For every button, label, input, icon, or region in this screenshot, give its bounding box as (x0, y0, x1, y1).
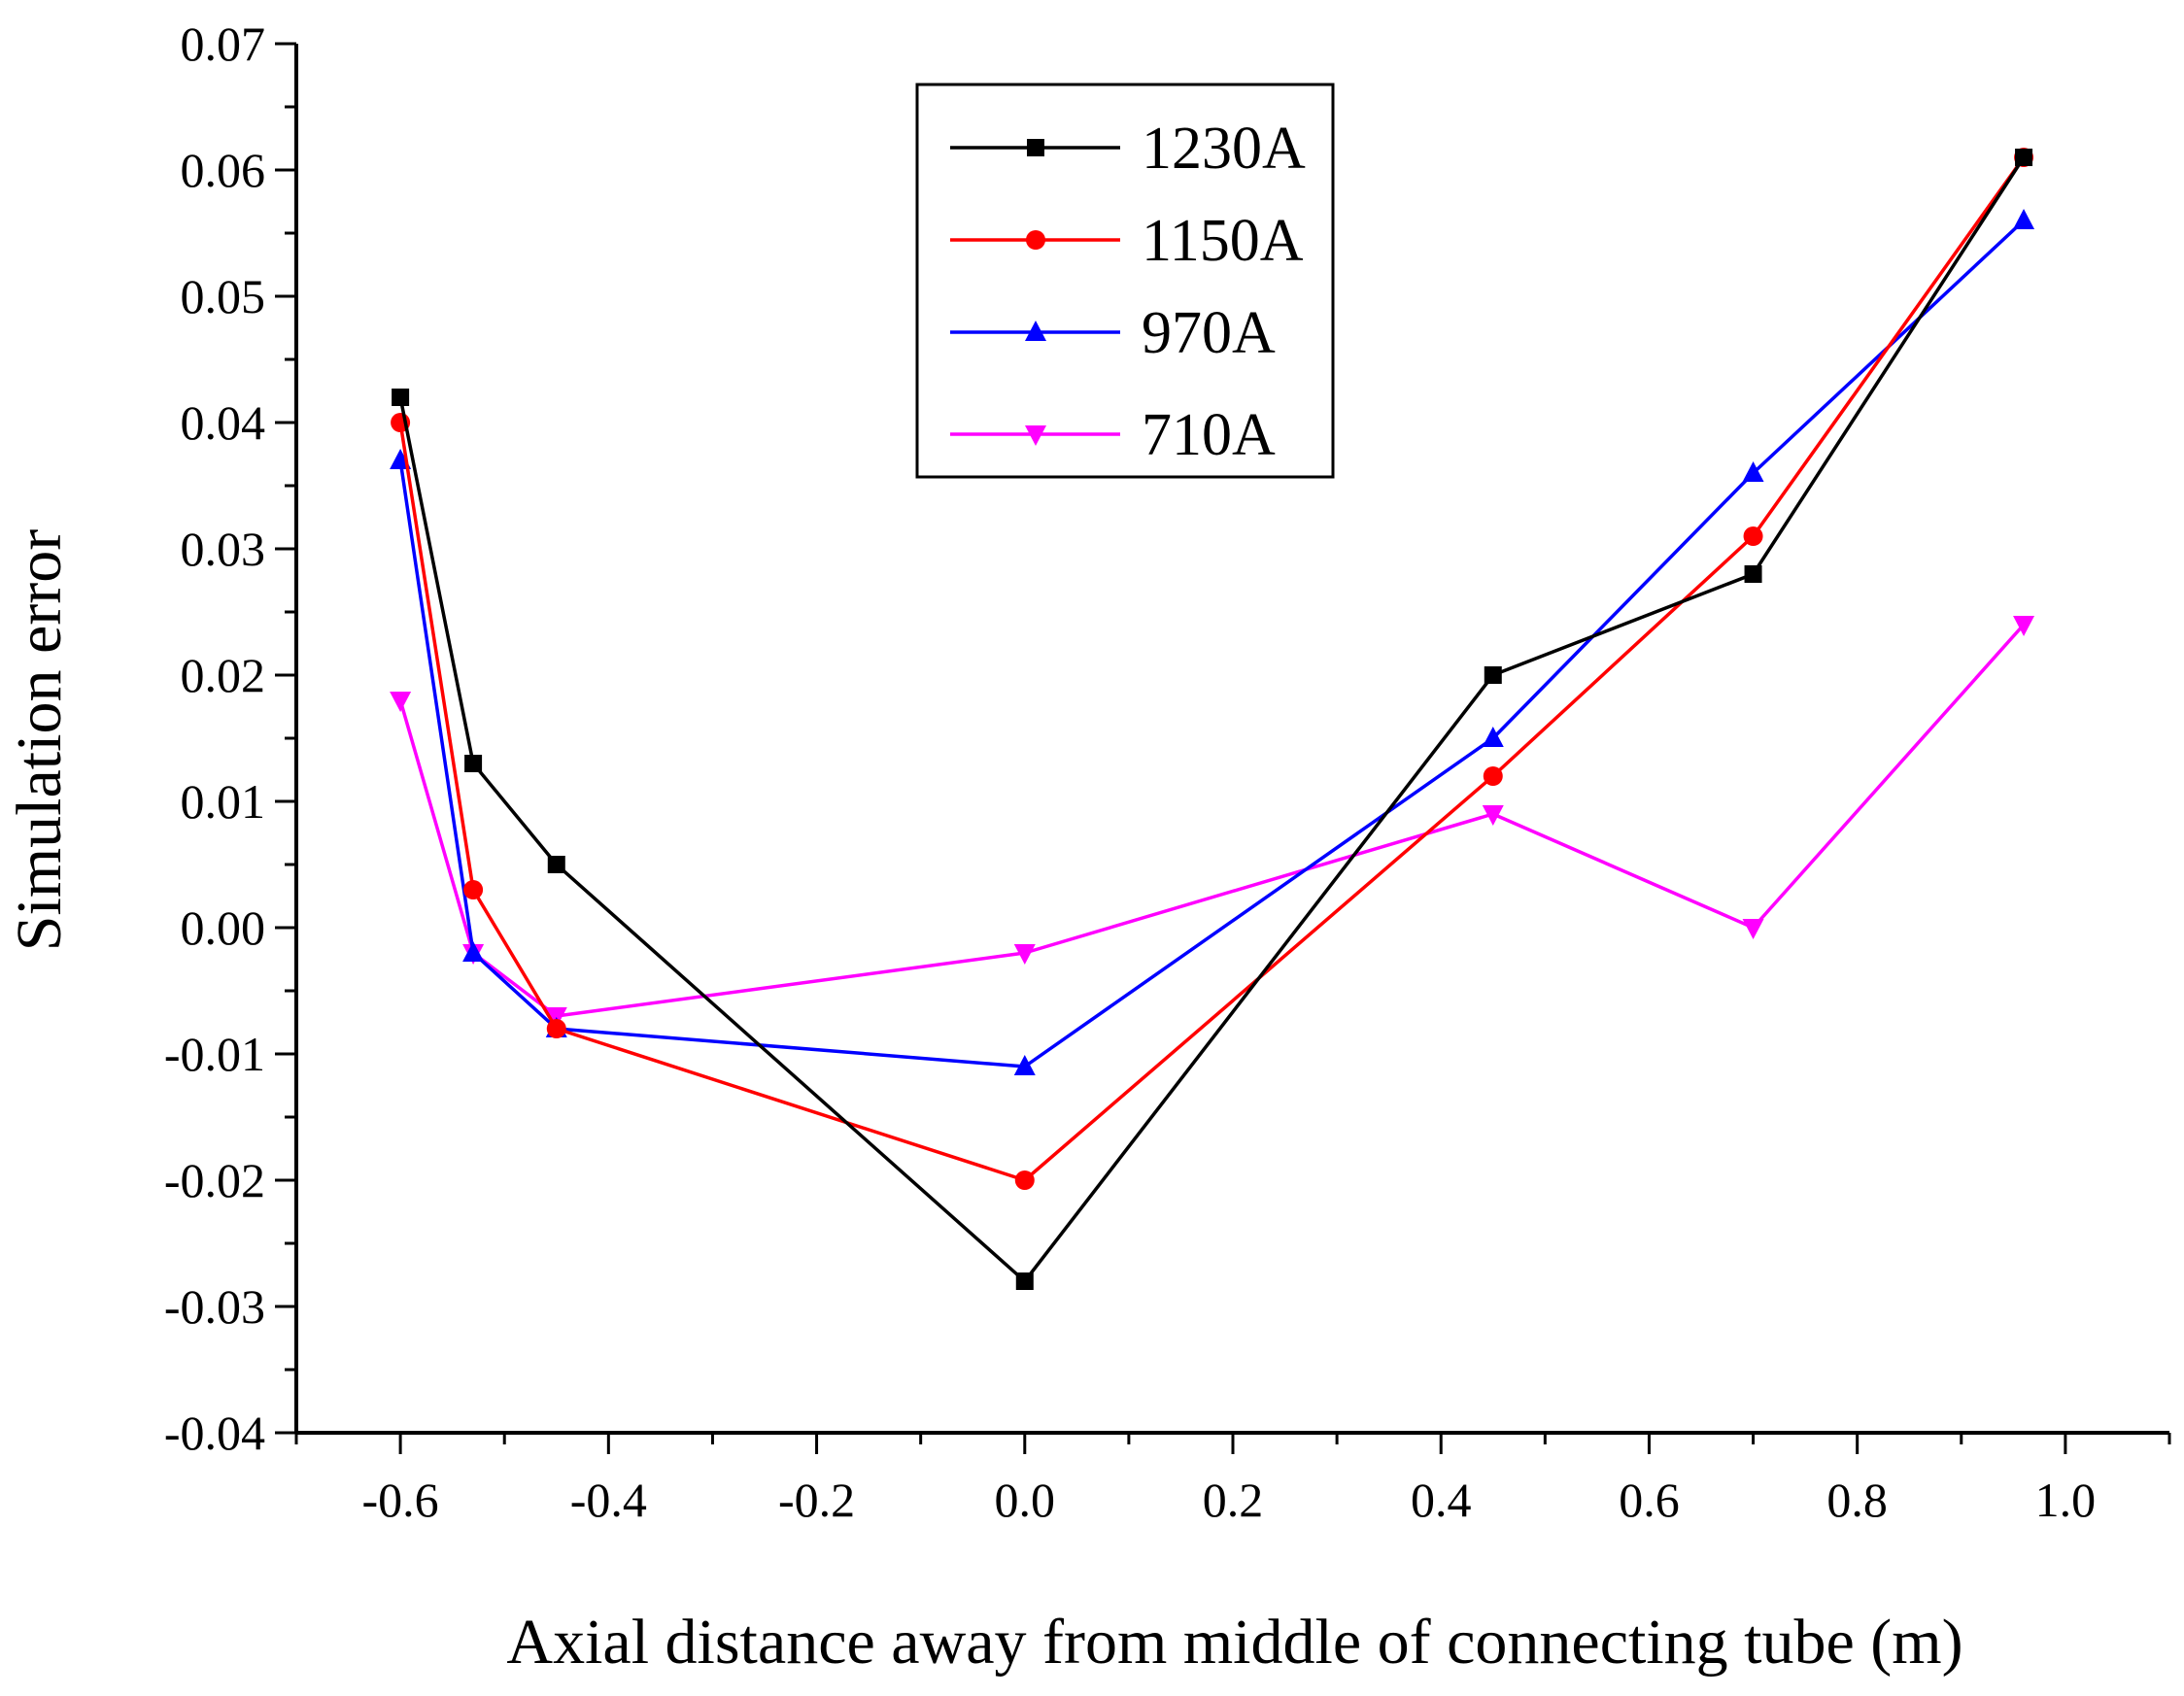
data-point-710A (2013, 616, 2035, 636)
data-point-970A (1013, 1055, 1036, 1075)
legend-item-710A: 710A (950, 402, 1276, 468)
y-tick-label: 0.06 (181, 143, 266, 197)
x-tick-label: 0.4 (1411, 1473, 1472, 1527)
data-point-1230A (464, 755, 483, 772)
y-tick-label: -0.01 (164, 1027, 265, 1081)
legend-marker (1026, 230, 1045, 250)
series-710A (390, 616, 2035, 1028)
y-tick-label: 0.03 (181, 522, 266, 576)
y-tick-label: 0.05 (181, 269, 266, 323)
data-point-710A (1742, 919, 1764, 939)
x-tick-label: -0.4 (570, 1473, 647, 1527)
data-point-970A (1482, 727, 1504, 747)
data-point-1230A (547, 856, 565, 873)
y-axis-title: Simulation error (4, 529, 75, 951)
data-point-1230A (1744, 565, 1762, 583)
data-point-710A (1013, 944, 1036, 965)
y-tick-label: 0.02 (181, 648, 266, 702)
y-tick-label: -0.02 (164, 1153, 265, 1207)
data-point-1150A (1483, 766, 1503, 786)
legend-marker (1027, 139, 1044, 156)
x-tick-label: -0.6 (362, 1473, 439, 1527)
data-point-710A (1482, 805, 1504, 826)
legend-item-1230A: 1230A (950, 116, 1306, 182)
legend-label: 1230A (1142, 116, 1306, 182)
data-point-970A (1742, 461, 1764, 482)
y-tick-label: -0.03 (164, 1279, 265, 1334)
x-tick-label: 0.2 (1203, 1473, 1264, 1527)
x-axis-title: Axial distance away from middle of conne… (506, 1607, 1962, 1678)
y-tick-label: 0.04 (181, 395, 266, 450)
x-tick-label: 0.0 (995, 1473, 1056, 1527)
y-tick-label: -0.04 (164, 1406, 265, 1460)
x-tick-label: 0.8 (1826, 1473, 1888, 1527)
data-point-970A (462, 941, 485, 962)
data-point-1230A (392, 389, 410, 406)
data-point-1230A (1484, 666, 1502, 684)
data-point-710A (390, 692, 412, 712)
x-tick-label: 0.6 (1619, 1473, 1680, 1527)
legend-marker (1025, 321, 1046, 341)
x-tick-label: 1.0 (2035, 1473, 2097, 1527)
y-tick-label: 0.07 (181, 17, 266, 71)
y-axis: -0.04 -0.03 -0.02 -0.01 0.00 0.01 0.02 0.03 0.04… (164, 17, 298, 1460)
series-layer (390, 148, 2035, 1290)
legend: 1230A 1150A 970A 710A (915, 83, 1335, 479)
legend-item-970A: 970A (950, 300, 1276, 366)
series-1230A (392, 149, 2033, 1290)
legend-marker (1025, 425, 1046, 446)
series-line-710A (398, 623, 2026, 1018)
data-point-1150A (1743, 526, 1763, 546)
legend-label: 970A (1142, 300, 1276, 366)
data-point-1150A (546, 1019, 566, 1038)
data-point-1150A (1014, 1170, 1035, 1190)
x-tick-label: -0.2 (778, 1473, 855, 1527)
legend-item-1150A: 1150A (950, 208, 1304, 274)
data-point-1230A (1015, 1272, 1034, 1290)
x-axis: -0.6 -0.4 -0.2 0.0 0.2 0.4 0.6 0.8 1.0 (294, 1431, 2171, 1527)
data-point-1230A (2015, 149, 2033, 166)
data-point-1150A (463, 880, 484, 899)
data-point-970A (2013, 209, 2035, 229)
legend-label: 710A (1142, 402, 1276, 468)
legend-label: 1150A (1142, 208, 1304, 274)
y-tick-label: 0.00 (181, 900, 266, 955)
legend-box (915, 83, 1335, 479)
y-tick-label: 0.01 (181, 774, 266, 829)
